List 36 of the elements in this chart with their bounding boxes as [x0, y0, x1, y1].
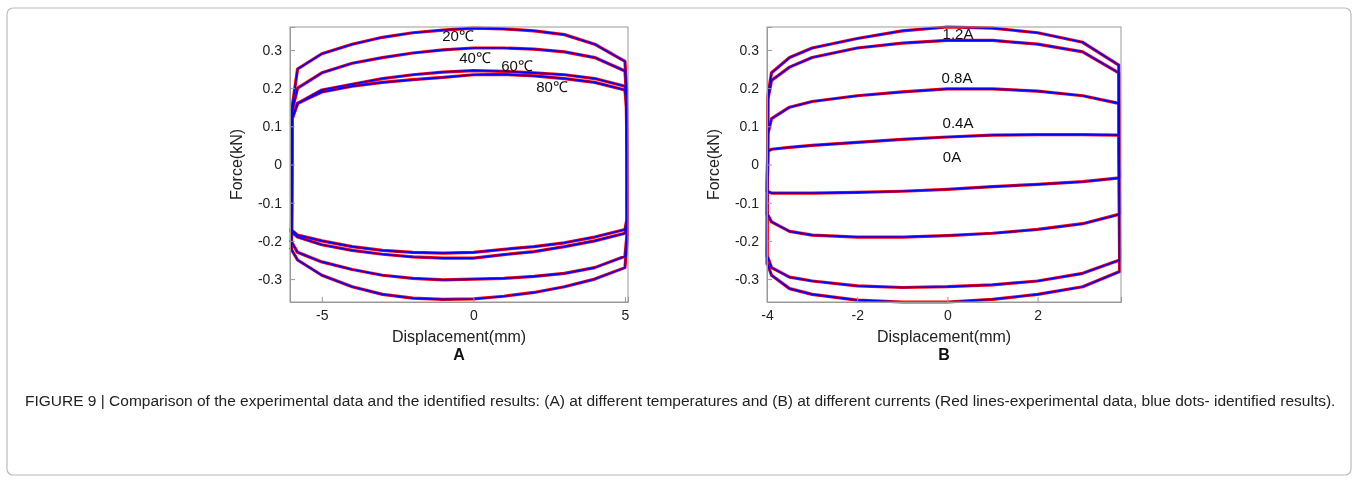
caption: FIGURE 9 | Comparison of the experimental data and the identified results: (A) at different temperatures and (B) at different currents (Red lines-experimental data, blue dots- identified results). — [25, 392, 1336, 409]
text: A — [453, 346, 466, 363]
y-axis-title: Force(kN) — [228, 128, 245, 201]
text: B — [938, 346, 950, 363]
x-tick-label: 2 — [1034, 306, 1043, 323]
y-tick-label: 0.1 — [739, 118, 760, 135]
y-tick-label: -0.3 — [257, 271, 283, 288]
annotation: 20℃ — [442, 27, 474, 45]
x-axis-title: Displacement(mm) — [391, 328, 527, 345]
annotation: 80℃ — [536, 78, 568, 96]
x-tick-label: -4 — [761, 306, 774, 323]
y-tick-label: 0.2 — [739, 80, 760, 97]
y-tick-label: 0 — [751, 156, 760, 173]
y-tick-label: 0.3 — [739, 41, 760, 58]
y-tick-label: -0.3 — [734, 271, 760, 288]
annotation: 1.2A — [942, 25, 974, 43]
annotation: 0.4A — [942, 114, 974, 132]
x-tick-label: -5 — [316, 306, 329, 323]
y-tick-label: 0 — [274, 156, 283, 173]
y-tick-label: 0.1 — [262, 118, 283, 135]
x-tick-label: -2 — [851, 306, 865, 323]
y-tick-label: -0.1 — [257, 194, 283, 211]
annotation: 0A — [942, 148, 962, 166]
y-tick-label: -0.2 — [257, 232, 283, 249]
y-axis-title: Force(kN) — [705, 128, 722, 201]
annotation: 0.8A — [941, 69, 973, 87]
annotation: 40℃ — [459, 49, 491, 67]
y-tick-label: -0.2 — [734, 232, 760, 249]
annotation: 60℃ — [501, 57, 533, 75]
x-tick-label: 0 — [943, 306, 952, 323]
y-tick-label: -0.1 — [734, 194, 760, 211]
x-axis-title: Displacement(mm) — [876, 328, 1012, 345]
x-tick-label: 5 — [621, 306, 630, 323]
y-tick-label: 0.2 — [262, 80, 283, 97]
y-tick-label: 0.3 — [262, 41, 283, 58]
x-tick-label: 0 — [470, 306, 478, 323]
